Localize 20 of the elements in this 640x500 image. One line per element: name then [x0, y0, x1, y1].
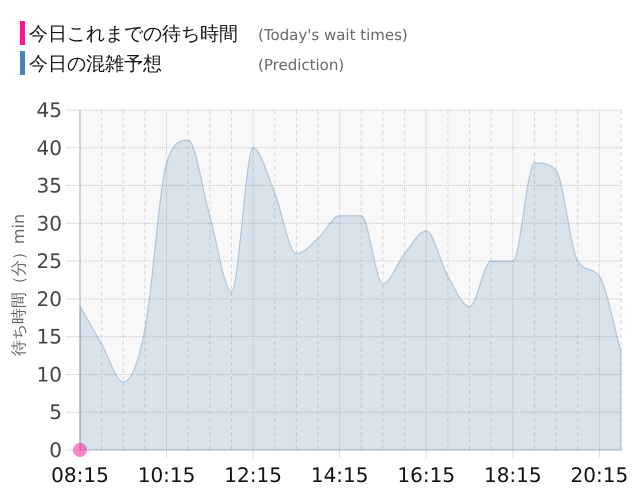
- y-tick-label: 15: [36, 324, 62, 349]
- x-tick-label: 10:15: [138, 463, 196, 487]
- y-tick-label: 10: [36, 362, 62, 386]
- y-tick-label: 5: [49, 400, 62, 424]
- y-axis-title: 待ち時間（分）min: [9, 214, 28, 356]
- y-tick-label: 30: [36, 211, 62, 236]
- x-tick-label: 16:15: [397, 463, 456, 487]
- y-tick-label: 35: [36, 174, 62, 198]
- x-tick-label: 14:15: [310, 463, 368, 487]
- y-tick-label: 45: [36, 98, 62, 122]
- legend-label: 今日の混雑予想 (Prediction): [29, 53, 344, 75]
- legend-label: 今日これまでの待ち時間 (Today's wait times): [29, 23, 408, 45]
- y-tick-label: 0: [49, 438, 62, 462]
- y-tick-label: 20: [36, 286, 62, 311]
- y-tick-label: 40: [36, 136, 62, 160]
- x-tick-label: 12:15: [224, 463, 282, 487]
- x-tick-label: 08:15: [51, 463, 109, 487]
- x-tick-label: 20:15: [570, 463, 628, 487]
- x-tick-label: 18:15: [484, 463, 542, 487]
- y-tick-label: 25: [36, 249, 62, 274]
